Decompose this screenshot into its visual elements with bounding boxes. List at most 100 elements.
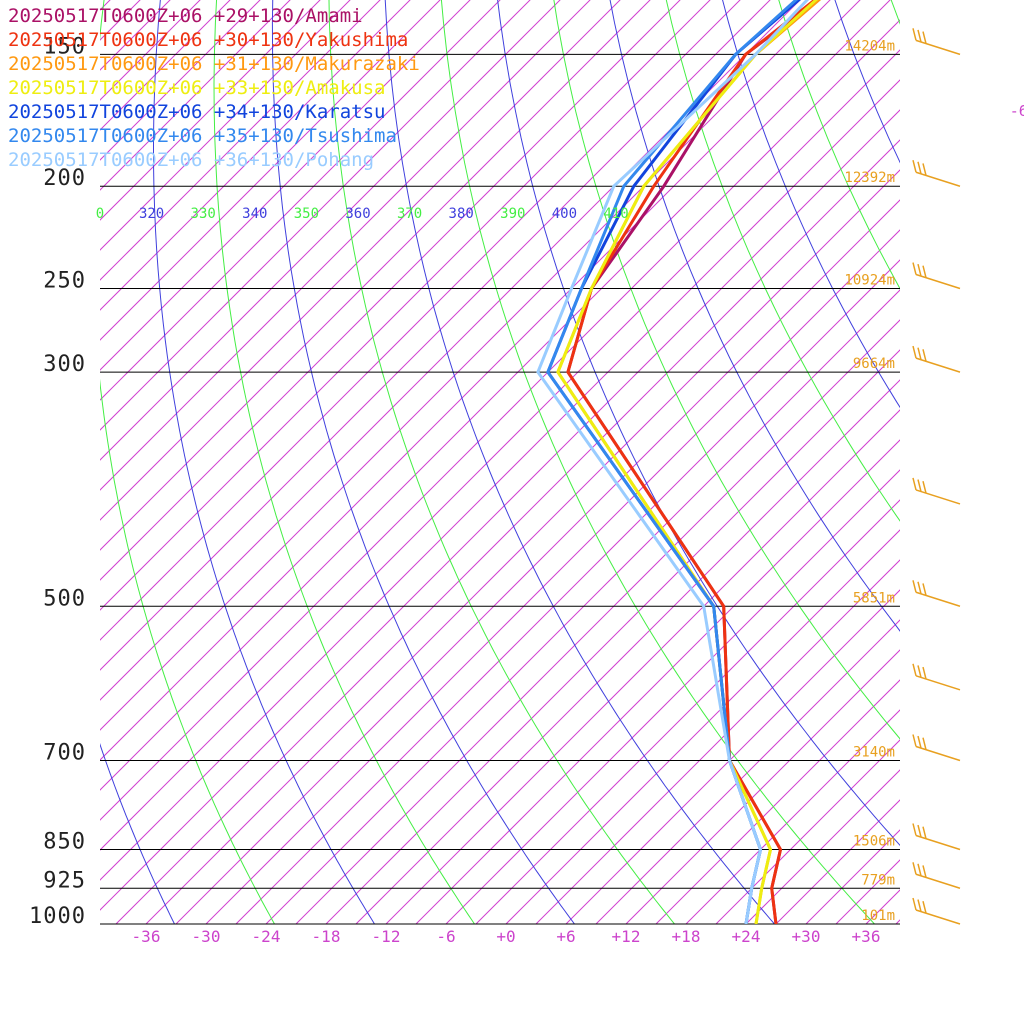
dry-adiabat-line <box>944 0 1024 946</box>
wind-barb <box>915 273 961 290</box>
wind-barb-feather <box>922 480 927 494</box>
height-label: 779m <box>861 872 895 888</box>
wind-barb-feather <box>917 161 922 175</box>
height-label: 3140m <box>853 745 895 761</box>
wind-barb-feather <box>912 160 917 173</box>
wind-barb <box>915 834 961 851</box>
dry-adiabat-line <box>271 0 576 924</box>
temperature-profile-line <box>536 0 810 924</box>
wind-barb-feather <box>912 734 917 747</box>
wind-barb-feather <box>922 901 927 914</box>
legend-entry: 20250517T0600Z+06 +29+130/Amami <box>8 5 363 27</box>
dry-adiabat-line <box>213 0 476 924</box>
isotherm-line <box>145 169 900 924</box>
isotherm-line <box>100 0 441 341</box>
wind-barb-feather <box>912 28 917 41</box>
wind-barb <box>915 171 961 187</box>
isotherm-line <box>100 0 861 761</box>
legend-entry: 20250517T0600Z+06 +30+130/Yakushima <box>8 29 409 51</box>
wind-barb <box>915 357 961 373</box>
isotherm-line <box>835 859 900 924</box>
isotherm-line <box>295 319 900 924</box>
height-label: 101m <box>861 908 895 924</box>
isotherm-line <box>265 289 900 924</box>
pressure-label: 1000 <box>29 904 86 929</box>
wind-barb <box>915 873 961 889</box>
isotherm-line <box>100 0 891 791</box>
wind-barb-feather <box>922 826 927 839</box>
wind-barb-feather <box>917 735 922 749</box>
temperature-tick-label: +12 <box>612 927 641 946</box>
wind-barb-feather <box>922 31 927 44</box>
temperature-tick-label: +30 <box>792 927 821 946</box>
pressure-label: 700 <box>43 741 86 766</box>
theta-label: 330 <box>191 206 216 222</box>
isotherm-line <box>100 0 381 281</box>
isotherm-line <box>100 0 801 701</box>
wind-barb-feather <box>917 347 922 360</box>
wind-barb-feather <box>917 863 922 877</box>
isotherm-line <box>865 889 900 924</box>
theta-label: 340 <box>242 206 267 222</box>
pressure-label: 925 <box>43 868 86 893</box>
isotherm-line <box>926 0 1024 924</box>
legend-entry: 20250517T0600Z+06 +34+130/Karatsu <box>8 101 386 123</box>
isotherm-line <box>100 0 681 581</box>
temperature-tick-label: +18 <box>672 927 701 946</box>
dry-adiabat-line <box>665 0 900 522</box>
theta-label: 390 <box>500 206 525 222</box>
theta-label: 320 <box>139 206 164 222</box>
wind-barb <box>915 489 961 505</box>
wind-barb-feather <box>922 583 927 596</box>
wind-barb-feather <box>917 263 922 277</box>
isotherm-line <box>1016 0 1024 924</box>
wind-barb-feather <box>912 823 917 836</box>
isotherm-line <box>100 0 561 461</box>
isotherm-line <box>415 439 900 924</box>
isotherm-line <box>100 0 411 311</box>
isotherm-line <box>100 0 741 641</box>
dry-adiabat-line <box>722 0 900 409</box>
pressure-label: 850 <box>43 830 86 855</box>
wind-barb-feather <box>922 265 927 278</box>
isotherm-line <box>100 0 621 521</box>
wind-barb-feather <box>912 262 917 275</box>
wind-barb <box>915 591 961 607</box>
wind-barb-feather <box>922 865 927 878</box>
isotherm-line <box>385 409 900 924</box>
wind-barb-feather <box>912 663 917 677</box>
wind-barb-feather <box>912 477 917 491</box>
isobar-lines <box>100 53 900 925</box>
wind-barb <box>915 745 961 762</box>
isotherm-line <box>775 799 900 924</box>
temperature-tick-label: -36 <box>132 927 161 946</box>
wind-barb <box>915 909 961 925</box>
height-label: 10924m <box>844 273 895 289</box>
temperature-tick-label: -18 <box>312 927 341 946</box>
isotherm-line <box>805 829 900 924</box>
dry-adiabat-line <box>153 0 376 924</box>
wind-barb-feather <box>917 479 922 492</box>
temperature-tick-label: -30 <box>192 927 221 946</box>
dry-adiabat-line <box>609 0 900 632</box>
isotherm-line <box>100 0 591 491</box>
pressure-label: 300 <box>43 352 86 377</box>
isotherm-line <box>355 379 900 924</box>
theta-label: 400 <box>552 206 577 222</box>
height-label: 1506m <box>853 834 895 850</box>
wind-barbs <box>912 28 961 925</box>
isotherm-line <box>100 0 711 611</box>
upper-temperature-label: -66 <box>1010 102 1024 120</box>
pressure-label: 500 <box>43 586 86 611</box>
dry-adiabat-line <box>989 0 1024 946</box>
diagram-grid <box>100 0 1024 946</box>
height-label: 5851m <box>853 590 895 606</box>
temperature-tick-label: -12 <box>372 927 401 946</box>
temperature-tick-label: +36 <box>852 927 881 946</box>
height-label: 9664m <box>853 356 895 372</box>
isotherm-line <box>475 499 900 924</box>
isotherm-line <box>100 49 900 851</box>
wind-barb-feather <box>922 349 927 362</box>
temperature-tick-label: +6 <box>556 927 575 946</box>
